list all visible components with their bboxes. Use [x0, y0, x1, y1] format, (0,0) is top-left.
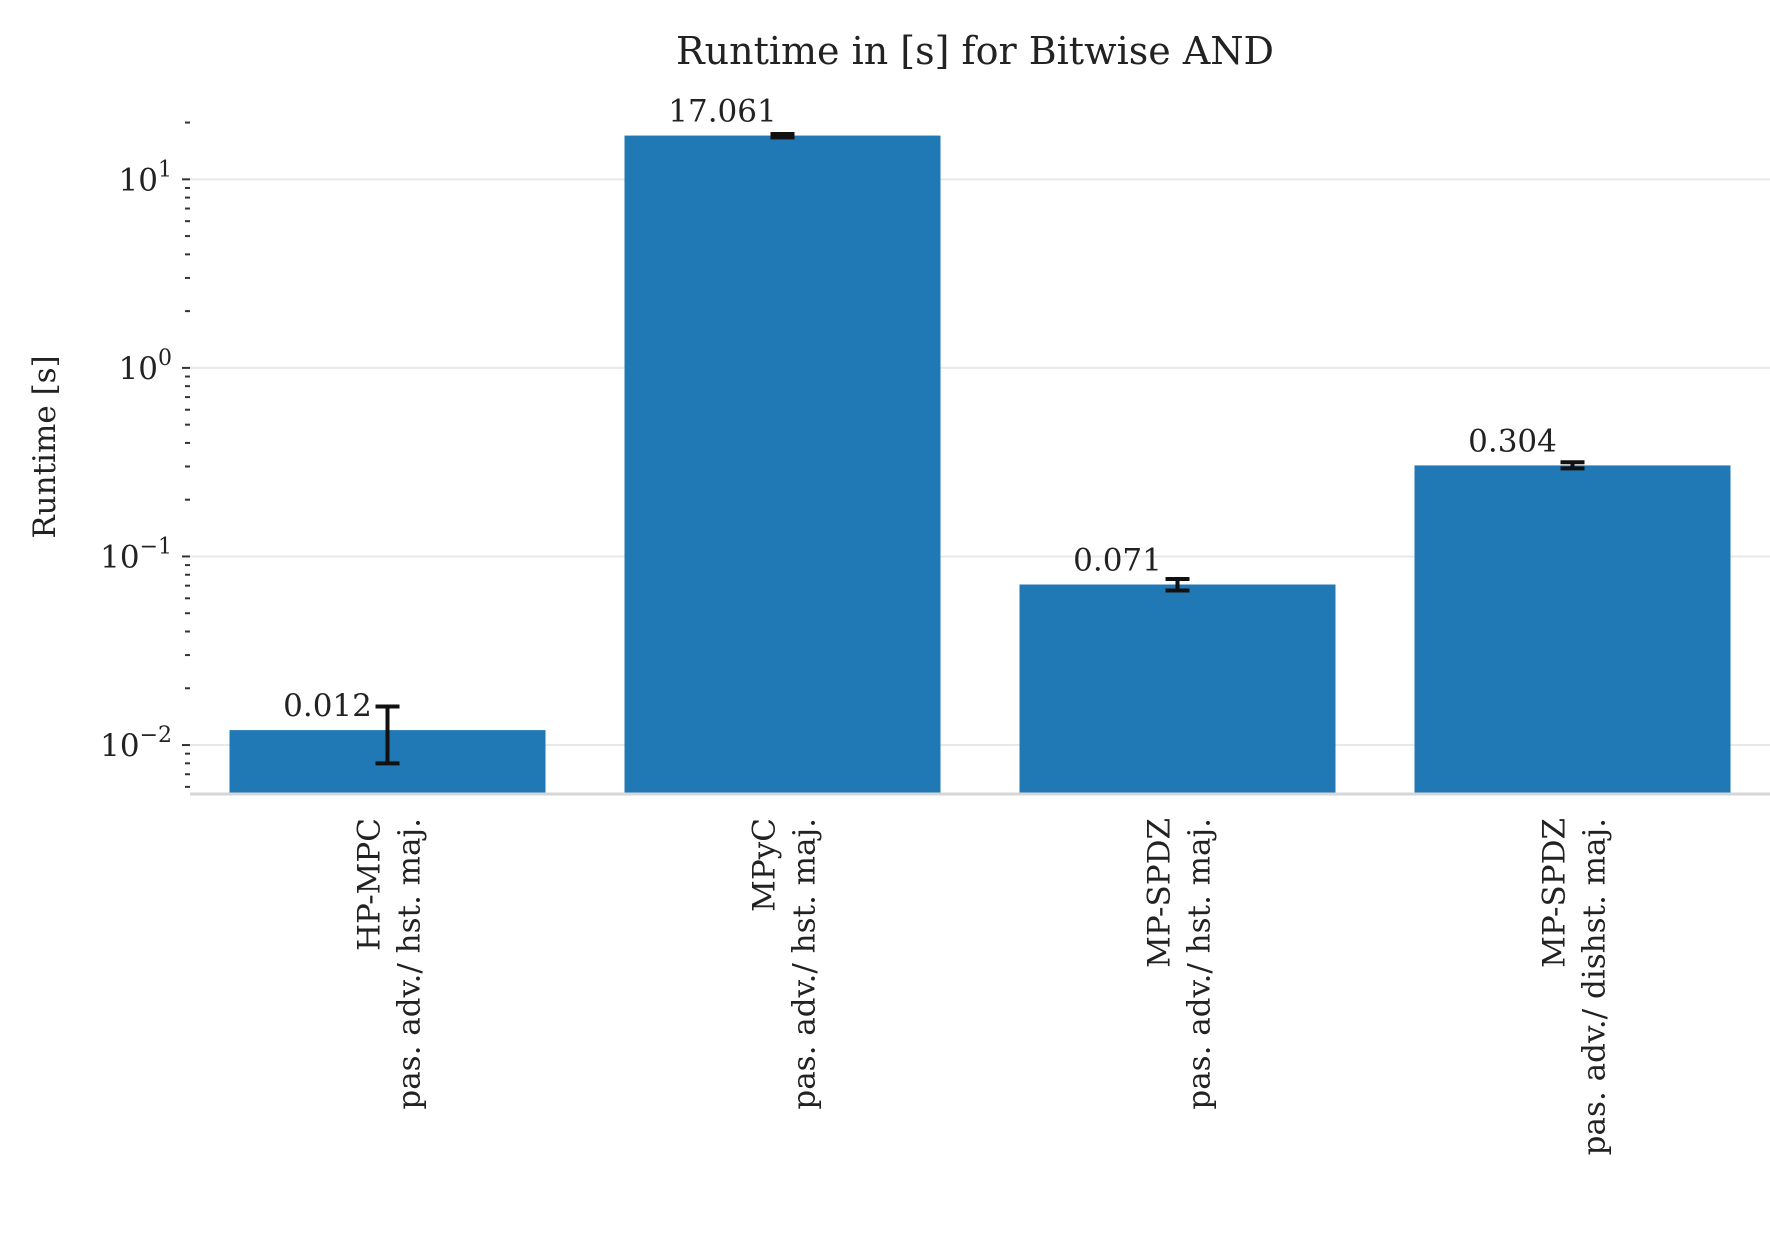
value-label-3: 0.304: [1468, 423, 1557, 459]
chart-title: Runtime in [s] for Bitwise AND: [676, 29, 1274, 73]
y-tick-label-1: 10−1: [100, 534, 172, 575]
y-axis-label: Runtime [s]: [27, 355, 63, 538]
value-labels: 0.012 17.061 0.071 0.304: [283, 94, 1557, 725]
category-label-2-setting: pas. adv./ hst. maj.: [1182, 818, 1218, 1110]
category-label-0-setting: pas. adv./ hst. maj.: [392, 818, 428, 1110]
category-label-0-name: HP-MPC: [352, 818, 388, 951]
category-label-2-name: MP-SPDZ: [1142, 818, 1178, 968]
value-label-2: 0.071: [1073, 543, 1162, 579]
bars: [229, 135, 1731, 794]
category-label-3-setting: pas. adv./ dishst. maj.: [1577, 818, 1613, 1155]
bar-3: [1414, 465, 1731, 794]
y-tick-label-2: 100: [119, 346, 172, 387]
value-label-1: 17.061: [668, 94, 776, 130]
minor-ticks: [182, 121, 190, 788]
y-tick-labels: 10−2 10−1 100 101: [100, 157, 172, 764]
error-bars: [375, 131, 1585, 766]
category-label-1-name: MPyC: [747, 818, 783, 912]
bar-1: [624, 135, 941, 794]
bar-2: [1019, 584, 1336, 794]
x-category-labels: HP-MPC pas. adv./ hst. maj. MPyC pas. adv./…: [352, 818, 1613, 1155]
category-label-3-name: MP-SPDZ: [1537, 818, 1573, 968]
value-label-0: 0.012: [283, 688, 372, 724]
category-label-1-setting: pas. adv./ hst. maj.: [787, 818, 823, 1110]
y-tick-label-3: 101: [119, 157, 172, 198]
y-tick-label-0: 10−2: [100, 723, 172, 764]
